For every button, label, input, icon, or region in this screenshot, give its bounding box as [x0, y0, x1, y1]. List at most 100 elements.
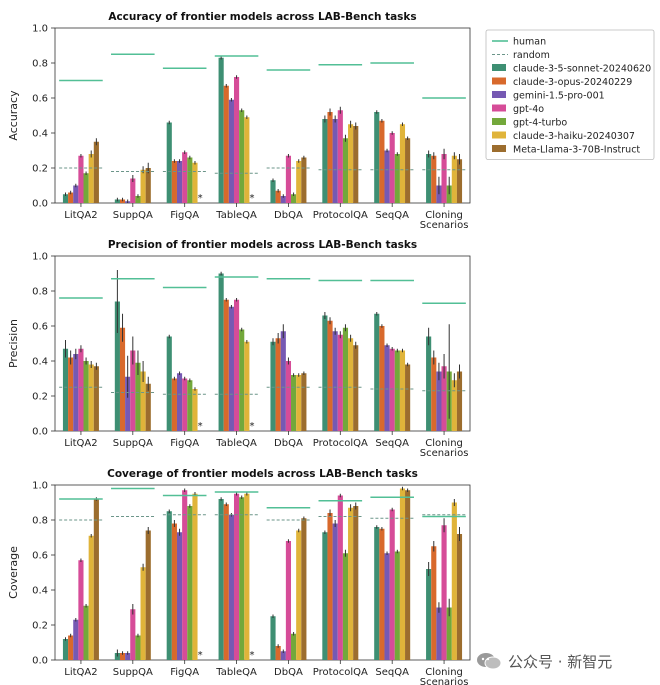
bar-meta-llama-3-70b-instruct-dbqa [301, 518, 307, 660]
y-tick-label: 0.6 [32, 94, 48, 105]
x-tick-label-protocolqa: ProtocolQA [313, 667, 368, 678]
bar-claude-3-haiku-20240307-tableqa [244, 117, 250, 203]
bar-gemini-1-5-pro-001-figqa [176, 373, 183, 431]
bar-gpt-4o-suppqa [130, 178, 136, 203]
bar-gemini-1-5-pro-001-seqqa [384, 345, 390, 431]
bar-gpt-4o-dbqa [285, 541, 292, 660]
x-tick-label-seqqa: SeqQA [375, 667, 409, 678]
bar-gpt-4o-figqa [182, 378, 188, 431]
bar-claude-3-haiku-20240307-litqa2 [88, 364, 94, 431]
bar-claude-3-5-sonnet-20240620-figqa [166, 511, 172, 660]
bar-claude-3-haiku-20240307-protocolqa [348, 507, 354, 660]
bar-gpt-4-turbo-suppqa [135, 196, 141, 203]
y-tick-label: 1.0 [32, 24, 48, 35]
bar-gpt-4-turbo-figqa [187, 380, 193, 431]
bar-claude-3-5-sonnet-20240620-figqa [166, 122, 172, 203]
legend-swatch-gpt-4-turbo [492, 118, 506, 125]
y-tick-label: 0.4 [32, 357, 48, 368]
x-tick-label-protocolqa: ProtocolQA [313, 438, 368, 449]
missing-marker: * [249, 421, 254, 432]
bar-gpt-4-turbo-seqqa [394, 350, 400, 431]
bar-gemini-1-5-pro-001-protocolqa [332, 331, 338, 431]
bar-gpt-4-turbo-protocolqa [342, 138, 349, 203]
bar-gpt-4-turbo-seqqa [394, 551, 400, 660]
legend-label-gpt-4o: gpt-4o [513, 104, 544, 115]
y-axis-label: Coverage [7, 546, 20, 599]
chart-panel-coverage: Coverage of frontier models across LAB-B… [7, 468, 471, 685]
bar-meta-llama-3-70b-instruct-protocolqa [353, 506, 359, 660]
plot-area-frame [54, 255, 471, 432]
bar-claude-3-opus-20240229-dbqa [275, 190, 281, 203]
legend-label-claude-3-5-sonnet-20240620: claude-3-5-sonnet-20240620 [513, 64, 651, 75]
legend-label-gpt-4-turbo: gpt-4-turbo [513, 118, 567, 129]
bar-gemini-1-5-pro-001-dbqa [280, 331, 286, 431]
legend-frame [485, 29, 655, 160]
bar-gemini-1-5-pro-001-protocolqa [332, 523, 338, 660]
chart-title: Coverage of frontier models across LAB-B… [107, 468, 418, 480]
bar-meta-llama-3-70b-instruct-suppqa [145, 168, 151, 203]
bar-meta-llama-3-70b-instruct-cloning-scenarios [456, 371, 463, 431]
plot-area-frame [54, 484, 471, 661]
bar-claude-3-opus-20240229-cloning-scenarios [431, 357, 437, 431]
bar-claude-3-haiku-20240307-cloning-scenarios [451, 502, 457, 660]
bar-gemini-1-5-pro-001-seqqa [384, 553, 390, 660]
y-tick-label: 0.4 [32, 586, 48, 597]
bar-gpt-4-turbo-litqa2 [83, 173, 89, 203]
y-tick-label: 0.0 [32, 199, 48, 210]
bar-claude-3-opus-20240229-suppqa [119, 327, 126, 431]
bar-gpt-4o-dbqa [285, 361, 292, 431]
bar-claude-3-opus-20240229-cloning-scenarios [431, 155, 437, 203]
bar-gpt-4o-dbqa [285, 155, 292, 203]
bar-gpt-4o-litqa2 [78, 348, 84, 431]
legend-label-random: random [513, 50, 550, 61]
bar-gpt-4-turbo-tableqa [239, 110, 245, 203]
bar-claude-3-haiku-20240307-seqqa [399, 124, 406, 203]
bar-gpt-4o-cloning-scenarios [441, 366, 447, 431]
bar-gpt-4-turbo-tableqa [239, 497, 245, 660]
chart-panel-precision: Precision of frontier models across LAB-… [7, 239, 471, 459]
bar-claude-3-opus-20240229-seqqa [379, 326, 385, 431]
bar-gpt-4o-seqqa [389, 509, 395, 660]
y-axis-label: Accuracy [7, 90, 20, 141]
bar-gpt-4o-cloning-scenarios [441, 525, 447, 660]
bar-claude-3-haiku-20240307-suppqa [140, 169, 146, 203]
x-tick-label-suppqa: SuppQA [113, 667, 153, 678]
bar-claude-3-haiku-20240307-figqa [192, 162, 198, 203]
bar-claude-3-opus-20240229-litqa2 [68, 192, 74, 203]
bar-claude-3-opus-20240229-seqqa [379, 120, 385, 203]
bar-meta-llama-3-70b-instruct-seqqa [405, 138, 411, 203]
bar-claude-3-5-sonnet-20240620-seqqa [374, 313, 380, 431]
bar-claude-3-5-sonnet-20240620-dbqa [270, 341, 276, 431]
bar-gpt-4o-tableqa [233, 299, 240, 431]
bar-gemini-1-5-pro-001-suppqa [125, 653, 131, 660]
x-tick-label-cloning-scenarios: Cloning Scenarios [420, 438, 469, 459]
bar-gpt-4o-litqa2 [78, 155, 84, 203]
bar-gpt-4o-seqqa [389, 133, 395, 203]
legend-swatch-claude-3-opus-20240229 [492, 77, 506, 85]
bar-gpt-4-turbo-litqa2 [83, 361, 89, 431]
y-tick-label: 0.8 [32, 516, 48, 527]
bar-gemini-1-5-pro-001-figqa [176, 161, 183, 203]
x-tick-label-tableqa: TableQA [215, 210, 257, 221]
bar-claude-3-5-sonnet-20240620-figqa [166, 336, 172, 431]
bar-claude-3-opus-20240229-litqa2 [68, 635, 74, 660]
bar-gemini-1-5-pro-001-protocolqa [332, 119, 338, 203]
bar-claude-3-haiku-20240307-dbqa [296, 375, 302, 431]
bar-meta-llama-3-70b-instruct-suppqa [145, 383, 151, 431]
legend-label-gemini-1-5-pro-001: gemini-1.5-pro-001 [513, 91, 605, 102]
bar-meta-llama-3-70b-instruct-seqqa [405, 490, 411, 660]
bar-claude-3-haiku-20240307-suppqa [140, 371, 146, 431]
bar-meta-llama-3-70b-instruct-litqa2 [93, 499, 99, 660]
bar-claude-3-5-sonnet-20240620-seqqa [374, 527, 380, 660]
bar-claude-3-opus-20240229-dbqa [275, 646, 281, 660]
bar-gpt-4o-tableqa [233, 493, 240, 660]
x-tick-label-seqqa: SeqQA [375, 438, 409, 449]
legend: human random claude-3-5-sonnet-20240620 cla… [485, 29, 655, 160]
missing-marker: * [249, 650, 254, 661]
y-axis-label: Precision [7, 319, 20, 368]
bar-claude-3-haiku-20240307-protocolqa [348, 124, 354, 203]
bar-gpt-4o-protocolqa [337, 110, 343, 203]
x-tick-label-dbqa: DbQA [274, 438, 303, 449]
bar-claude-3-5-sonnet-20240620-litqa2 [62, 348, 69, 431]
